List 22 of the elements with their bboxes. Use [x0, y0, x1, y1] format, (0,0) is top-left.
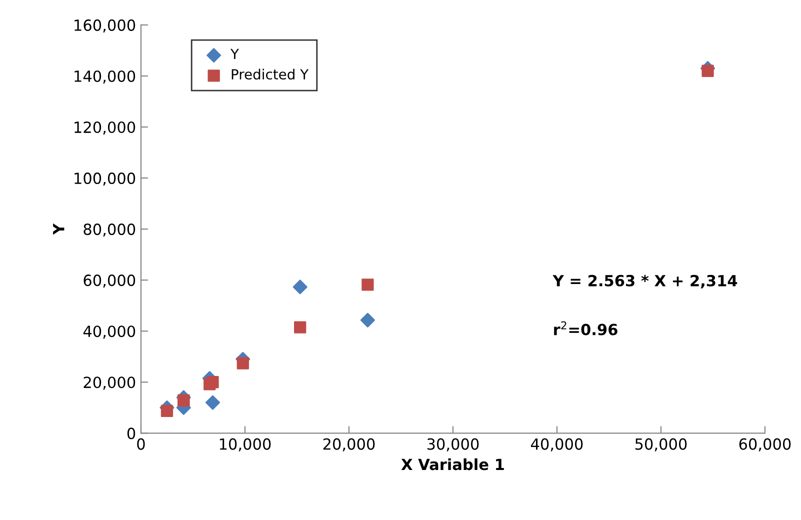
legend-label: Predicted Y — [232, 68, 309, 80]
x-tick-label: 50,000 — [635, 438, 687, 452]
x-tick-label: 0 — [137, 438, 145, 450]
x-tick-label: 10,000 — [220, 438, 271, 452]
y-tick-label: 80,000 — [84, 224, 136, 237]
y-tick-label: 60,000 — [84, 274, 136, 288]
x-axis-title: X Variable 1 — [401, 458, 504, 470]
y-tick-label: 0 — [127, 428, 136, 440]
x-tick-label: 30,000 — [427, 438, 479, 452]
y-tick-label: 40,000 — [83, 326, 136, 339]
y-tick-label: 120,000 — [74, 121, 136, 135]
legend-label: Y — [230, 48, 239, 59]
x-tick-label: 60,000 — [739, 438, 791, 452]
annotation: r$^{2}$=0.96 — [554, 321, 618, 336]
y-axis-title: Y — [53, 223, 64, 235]
annotation: Y = 2.563 * X + 2,314 — [552, 274, 738, 288]
y-tick-label: 100,000 — [74, 172, 136, 186]
x-tick-label: 40,000 — [530, 438, 583, 452]
y-tick-label: 160,000 — [74, 19, 136, 33]
y-tick-label: 140,000 — [74, 70, 136, 84]
x-tick-label: 20,000 — [323, 438, 375, 452]
y-tick-label: 20,000 — [84, 376, 136, 390]
